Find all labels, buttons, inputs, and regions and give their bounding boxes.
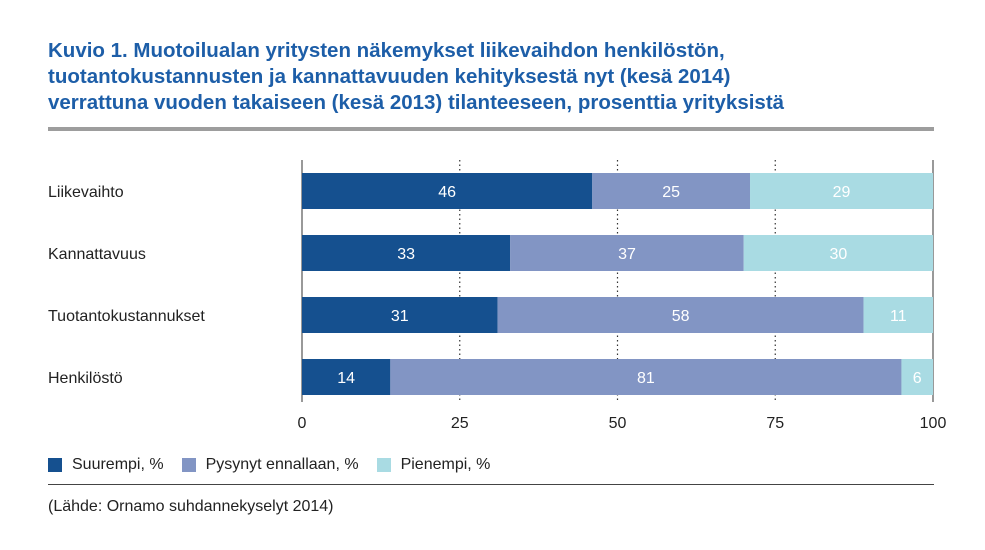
legend-swatch-0 — [48, 458, 62, 472]
data-label-0-0: 46 — [438, 184, 456, 201]
data-label-1-2: 30 — [829, 246, 847, 263]
data-label-3-0: 14 — [337, 370, 355, 387]
bar-segment-2-0 — [302, 297, 498, 333]
source-divider — [48, 484, 934, 485]
stacked-bar-chart: 0 25 50 75 100 Liikevaihto 46 25 29 Kannattavuus 3… — [48, 160, 947, 432]
bar-segment-3-2 — [901, 359, 933, 395]
legend-swatch-1 — [181, 458, 196, 472]
legend-swatch-2 — [376, 458, 391, 472]
bar-segment-1-1 — [510, 235, 744, 271]
bar-segment-0-1 — [592, 173, 751, 209]
category-label-1: Kannattavuus — [48, 246, 146, 263]
bar-segment-1-0 — [302, 235, 511, 271]
chart-title-line-2: tuotantokustannusten ja kannattavuuden k… — [48, 65, 731, 88]
bar-segment-3-0 — [302, 359, 391, 395]
data-label-0-1: 25 — [662, 184, 680, 201]
category-label-0: Liikevaihto — [48, 184, 124, 201]
title-rule — [48, 127, 934, 131]
chart-title: Kuvio 1. Muotoilualan yritysten näkemyks… — [48, 38, 948, 116]
data-label-2-0: 31 — [391, 308, 409, 325]
data-label-1-1: 37 — [618, 246, 636, 263]
chart-title-line-3: verrattuna vuoden takaiseen (kesä 2013) … — [48, 91, 785, 114]
x-tick-label-50: 50 — [609, 415, 627, 432]
legend-item-2: Pienempi, % — [376, 456, 491, 474]
bar-segment-0-2 — [750, 173, 933, 209]
x-tick-label-100: 100 — [920, 415, 947, 432]
category-label-3: Henkilöstö — [48, 370, 123, 387]
x-tick-label-75: 75 — [766, 415, 784, 432]
bar-segment-2-2 — [863, 297, 933, 333]
legend: Suurempi, % Pysynyt ennallaan, % Pienempi,… — [48, 455, 508, 475]
data-label-3-1: 81 — [637, 370, 655, 387]
category-label-2: Tuotantokustannukset — [48, 308, 205, 325]
legend-item-0: Suurempi, % — [48, 456, 164, 474]
data-label-2-2: 11 — [890, 308, 907, 325]
legend-label-2: Pienempi, % — [400, 456, 491, 473]
bar-segment-3-1 — [390, 359, 902, 395]
legend-label-0: Suurempi, % — [72, 456, 164, 473]
bar-segment-0-0 — [302, 173, 593, 209]
legend-item-1: Pysynyt ennallaan, % — [181, 456, 359, 474]
x-tick-label-0: 0 — [298, 415, 307, 432]
data-label-3-2: 6 — [913, 370, 922, 387]
bar-segment-2-1 — [497, 297, 864, 333]
data-label-1-0: 33 — [397, 246, 415, 263]
legend-label-1: Pysynyt ennallaan, % — [205, 456, 359, 473]
data-label-0-2: 29 — [833, 184, 851, 201]
bar-segment-1-2 — [743, 235, 933, 271]
chart-title-line-1: Kuvio 1. Muotoilualan yritysten näkemyks… — [48, 39, 725, 62]
x-tick-label-25: 25 — [451, 415, 469, 432]
data-label-2-1: 58 — [672, 308, 690, 325]
source-note: (Lähde: Ornamo suhdannekyselyt 2014) — [48, 498, 334, 515]
